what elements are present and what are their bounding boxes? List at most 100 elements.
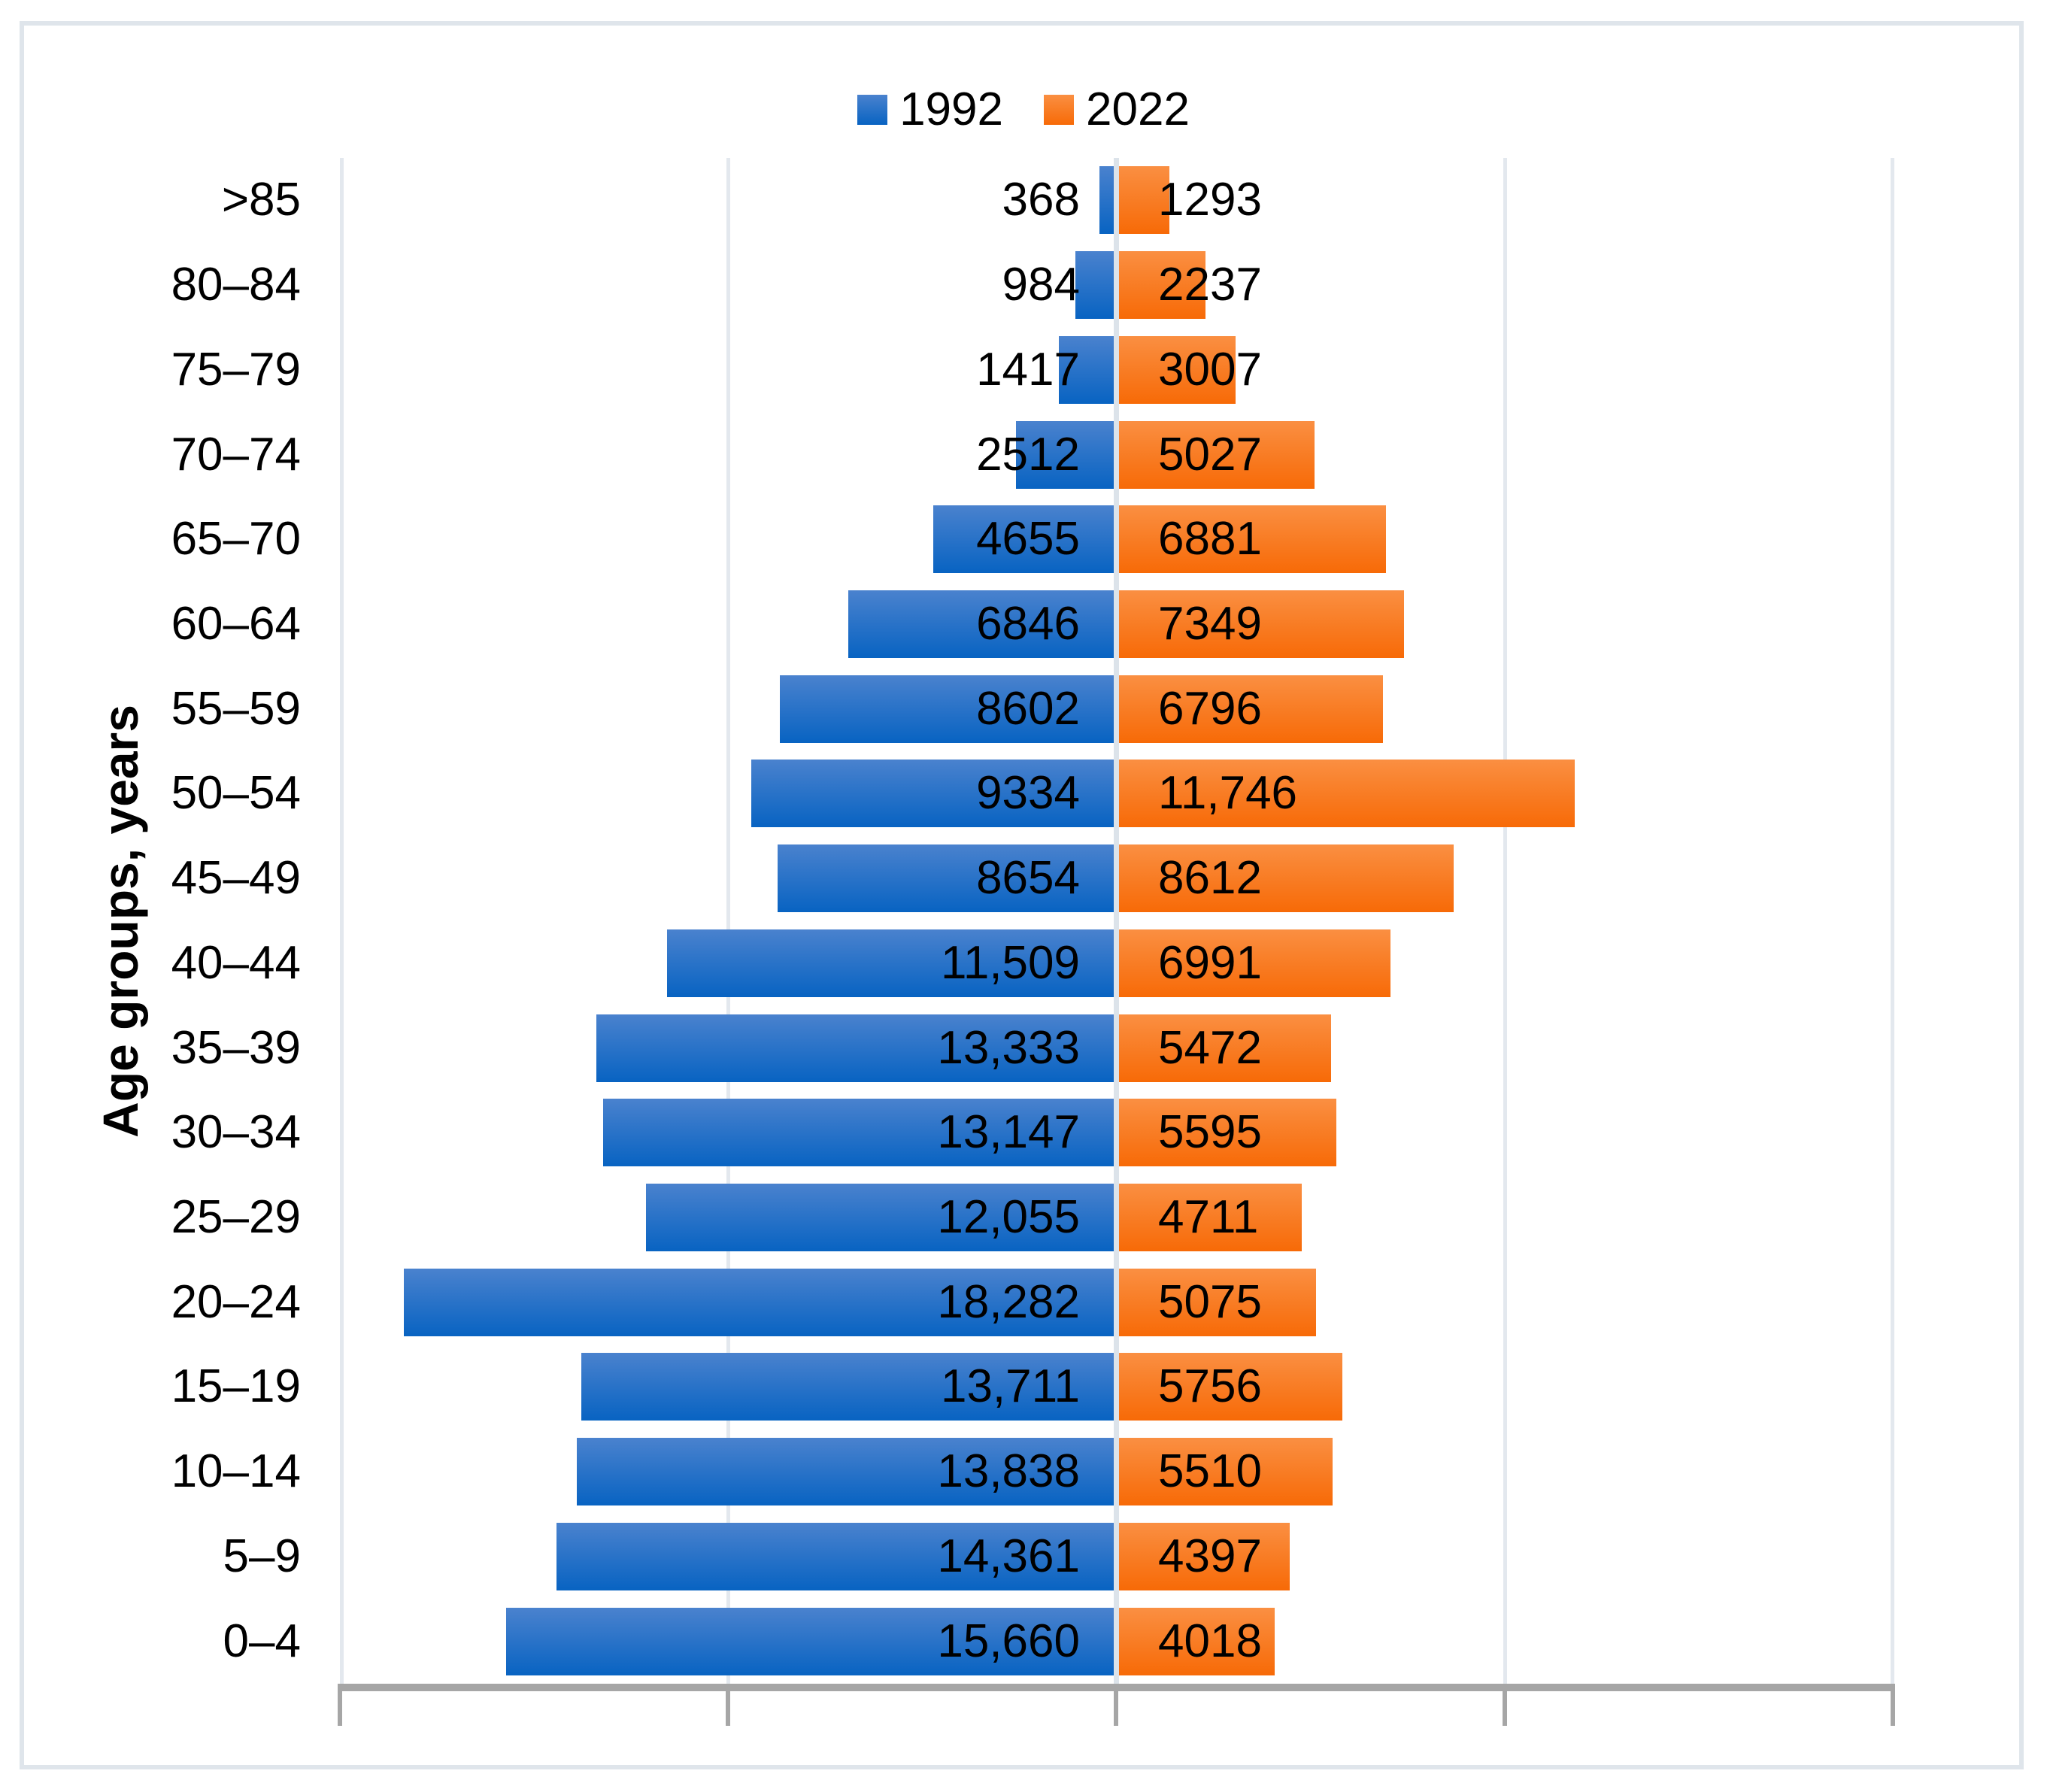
- value-label-2022: 5756: [1158, 1360, 1262, 1413]
- value-label-2022: 6796: [1158, 682, 1262, 735]
- figure-border: [20, 21, 2024, 1769]
- value-label-2022: 4711: [1158, 1191, 1259, 1244]
- bar-2022: [1119, 929, 1390, 997]
- value-label-1992: 11,509: [940, 936, 1080, 989]
- value-label-2022: 4397: [1158, 1530, 1262, 1582]
- bar-2022: [1119, 675, 1383, 743]
- value-label-2022: 5027: [1158, 428, 1262, 481]
- gridline-right-20000: [1891, 158, 1894, 1684]
- x-axis-tick: [1503, 1691, 1507, 1726]
- bar-2022: [1119, 251, 1206, 320]
- bar-1992: [556, 1522, 1114, 1590]
- y-axis-category-label: 40–44: [171, 936, 301, 989]
- value-label-1992: 14,361: [937, 1530, 1080, 1582]
- y-axis-category-label: 10–14: [171, 1445, 301, 1498]
- y-axis-category-label: 75–79: [171, 343, 301, 396]
- y-axis-category-label: 55–59: [171, 682, 301, 735]
- legend-swatch-2022: [1044, 95, 1074, 125]
- value-label-1992: 9334: [976, 767, 1080, 820]
- bar-2022: [1119, 760, 1575, 828]
- legend-item-1992: 1992: [857, 86, 1003, 133]
- legend: 1992 2022: [0, 74, 2047, 146]
- bar-1992: [778, 844, 1114, 913]
- gridline-left-10000: [726, 158, 730, 1684]
- bar-1992: [505, 1607, 1114, 1675]
- legend-label-2022: 2022: [1086, 83, 1190, 135]
- value-label-1992: 8654: [976, 852, 1080, 905]
- legend-swatch-1992: [857, 95, 888, 125]
- bar-2022: [1119, 1099, 1336, 1167]
- value-label-1992: 13,838: [937, 1445, 1080, 1498]
- value-label-2022: 7349: [1158, 597, 1262, 650]
- bar-2022: [1119, 166, 1169, 235]
- gridline-left-20000: [340, 158, 344, 1684]
- y-axis-category-label: 5–9: [223, 1530, 301, 1582]
- value-label-1992: 984: [1002, 259, 1080, 311]
- y-axis-category-label: >85: [221, 174, 301, 226]
- bar-1992: [1075, 251, 1114, 320]
- value-label-2022: 4018: [1158, 1615, 1262, 1667]
- bar-2022: [1119, 420, 1315, 489]
- bar-2022: [1119, 1607, 1275, 1675]
- bar-1992: [404, 1268, 1114, 1336]
- bar-2022: [1119, 1353, 1343, 1421]
- bar-1992: [848, 590, 1114, 658]
- x-axis-tick: [726, 1691, 730, 1726]
- bar-1992: [581, 1353, 1114, 1421]
- value-label-1992: 13,333: [937, 1021, 1080, 1074]
- value-label-1992: 6846: [976, 597, 1080, 650]
- bar-1992: [603, 1099, 1114, 1167]
- y-axis-category-label: 25–29: [171, 1191, 301, 1244]
- value-label-2022: 5595: [1158, 1106, 1262, 1159]
- zero-axis-line: [1114, 158, 1119, 1684]
- y-axis-category-label: 70–74: [171, 428, 301, 481]
- bar-2022: [1119, 1184, 1302, 1252]
- x-axis-tick: [1891, 1691, 1895, 1726]
- x-axis-line: [338, 1684, 1895, 1691]
- value-label-2022: 8612: [1158, 852, 1262, 905]
- y-axis-category-label: 50–54: [171, 767, 301, 820]
- y-axis-category-label: 60–64: [171, 597, 301, 650]
- y-axis-category-label: 45–49: [171, 852, 301, 905]
- bar-2022: [1119, 1268, 1316, 1336]
- value-label-1992: 18,282: [937, 1275, 1080, 1328]
- value-label-1992: 1417: [976, 343, 1080, 396]
- gridline-right-10000: [1503, 158, 1507, 1684]
- value-label-2022: 5510: [1158, 1445, 1262, 1498]
- value-label-2022: 3007: [1158, 343, 1262, 396]
- legend-label-1992: 1992: [899, 83, 1003, 135]
- bar-1992: [1016, 420, 1114, 489]
- value-label-1992: 368: [1002, 174, 1080, 226]
- y-axis-category-label: 15–19: [171, 1360, 301, 1413]
- y-axis-category-label: 80–84: [171, 259, 301, 311]
- value-label-1992: 13,147: [937, 1106, 1080, 1159]
- value-label-1992: 12,055: [937, 1191, 1080, 1244]
- value-label-2022: 2237: [1158, 259, 1262, 311]
- y-axis-category-label: 35–39: [171, 1021, 301, 1074]
- bar-1992: [666, 929, 1114, 997]
- bar-2022: [1119, 335, 1236, 404]
- bar-2022: [1119, 505, 1387, 574]
- bar-1992: [933, 505, 1114, 574]
- y-axis-category-label: 30–34: [171, 1106, 301, 1159]
- y-axis-category-label: 20–24: [171, 1275, 301, 1328]
- y-axis-category-label: 0–4: [223, 1615, 301, 1667]
- bar-1992: [1058, 335, 1114, 404]
- bar-1992: [645, 1184, 1114, 1252]
- value-label-1992: 2512: [976, 428, 1080, 481]
- bar-2022: [1119, 1438, 1333, 1506]
- legend-item-2022: 2022: [1044, 86, 1190, 133]
- bar-1992: [1099, 166, 1114, 235]
- value-label-2022: 1293: [1158, 174, 1262, 226]
- bar-1992: [779, 675, 1114, 743]
- x-axis-tick: [1114, 1691, 1118, 1726]
- bar-2022: [1119, 1014, 1332, 1082]
- value-label-1992: 8602: [976, 682, 1080, 735]
- bar-1992: [596, 1014, 1114, 1082]
- value-label-1992: 4655: [976, 513, 1080, 565]
- bar-2022: [1119, 590, 1405, 658]
- bar-2022: [1119, 1522, 1290, 1590]
- y-axis-category-label: 65–70: [171, 513, 301, 565]
- value-label-1992: 15,660: [937, 1615, 1080, 1667]
